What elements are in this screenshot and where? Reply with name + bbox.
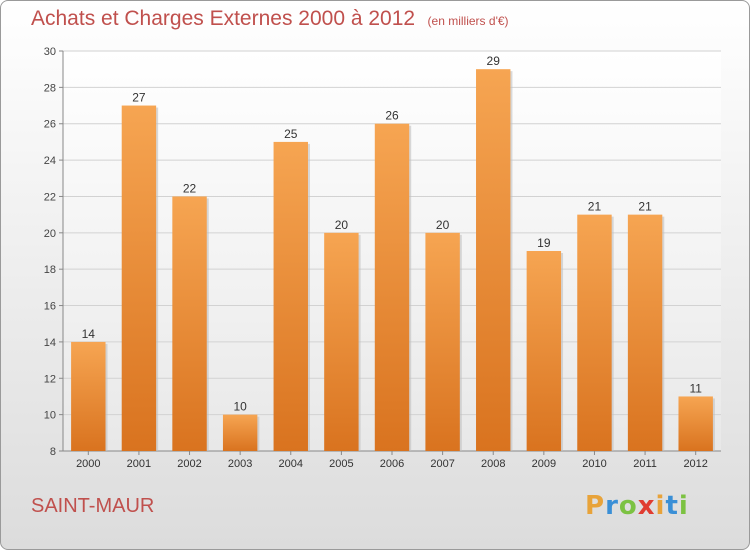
x-tick-label: 2011 xyxy=(633,458,657,470)
x-tick-label: 2009 xyxy=(532,458,556,470)
logo-letter: i xyxy=(655,491,666,521)
chart-title: Achats et Charges Externes 2000 à 2012 xyxy=(31,7,416,30)
x-tick-label: 2003 xyxy=(228,458,252,470)
title-line: Achats et Charges Externes 2000 à 2012 (… xyxy=(31,7,509,31)
data-label: 20 xyxy=(335,218,349,232)
data-label: 26 xyxy=(385,109,399,123)
data-label: 22 xyxy=(183,181,197,195)
x-tick-label: 2012 xyxy=(683,458,707,470)
logo-letter: r xyxy=(605,491,619,521)
x-tick-label: 2002 xyxy=(177,458,201,470)
x-tick-label: 2004 xyxy=(279,458,303,470)
y-tick-label: 14 xyxy=(44,337,56,349)
x-tick-label: 2008 xyxy=(481,458,505,470)
bar xyxy=(222,414,258,451)
bar xyxy=(172,196,207,451)
data-label: 10 xyxy=(233,400,247,414)
x-tick-label: 2005 xyxy=(329,458,353,470)
y-tick-label: 18 xyxy=(44,264,56,276)
y-tick-label: 20 xyxy=(44,228,56,240)
data-label: 14 xyxy=(82,327,96,341)
data-label: 20 xyxy=(436,218,450,232)
proxiti-logo: Proxiti xyxy=(585,491,689,521)
y-tick-label: 30 xyxy=(44,46,56,58)
bar xyxy=(577,214,612,451)
y-tick-label: 24 xyxy=(44,155,56,167)
data-label: 29 xyxy=(487,54,501,68)
chart-subtitle: (en milliers d'€) xyxy=(427,14,509,28)
bar xyxy=(526,251,562,451)
bar xyxy=(324,232,359,451)
x-tick-label: 2006 xyxy=(380,458,404,470)
y-tick-label: 22 xyxy=(44,191,56,203)
bar xyxy=(627,214,663,451)
data-label: 19 xyxy=(537,236,551,250)
y-tick-label: 28 xyxy=(44,82,56,94)
y-tick-label: 26 xyxy=(44,119,56,131)
data-label: 21 xyxy=(588,200,602,214)
x-tick-label: 2007 xyxy=(430,458,454,470)
logo-letter: P xyxy=(585,491,606,521)
y-tick-label: 16 xyxy=(44,301,56,313)
bar xyxy=(678,396,713,451)
logo-letter: t xyxy=(665,491,679,521)
commune-name: SAINT-MAUR xyxy=(31,495,155,517)
bar xyxy=(476,69,511,451)
y-tick-label: 8 xyxy=(50,446,56,458)
data-label: 21 xyxy=(638,200,652,214)
data-label: 27 xyxy=(132,91,146,105)
logo-letter: x xyxy=(637,491,656,521)
data-label: 11 xyxy=(689,381,702,395)
logo-letter: i xyxy=(678,491,689,521)
bar xyxy=(425,232,460,451)
x-tick-label: 2000 xyxy=(76,458,100,470)
logo-letter: o xyxy=(618,491,638,521)
bar xyxy=(121,105,157,451)
bar xyxy=(273,141,308,451)
x-tick-label: 2001 xyxy=(127,458,151,470)
bar xyxy=(71,341,106,451)
x-tick-label: 2010 xyxy=(582,458,606,470)
y-tick-label: 12 xyxy=(44,373,56,385)
y-tick-label: 10 xyxy=(44,410,56,422)
bar xyxy=(374,123,410,452)
data-label: 25 xyxy=(284,127,298,141)
